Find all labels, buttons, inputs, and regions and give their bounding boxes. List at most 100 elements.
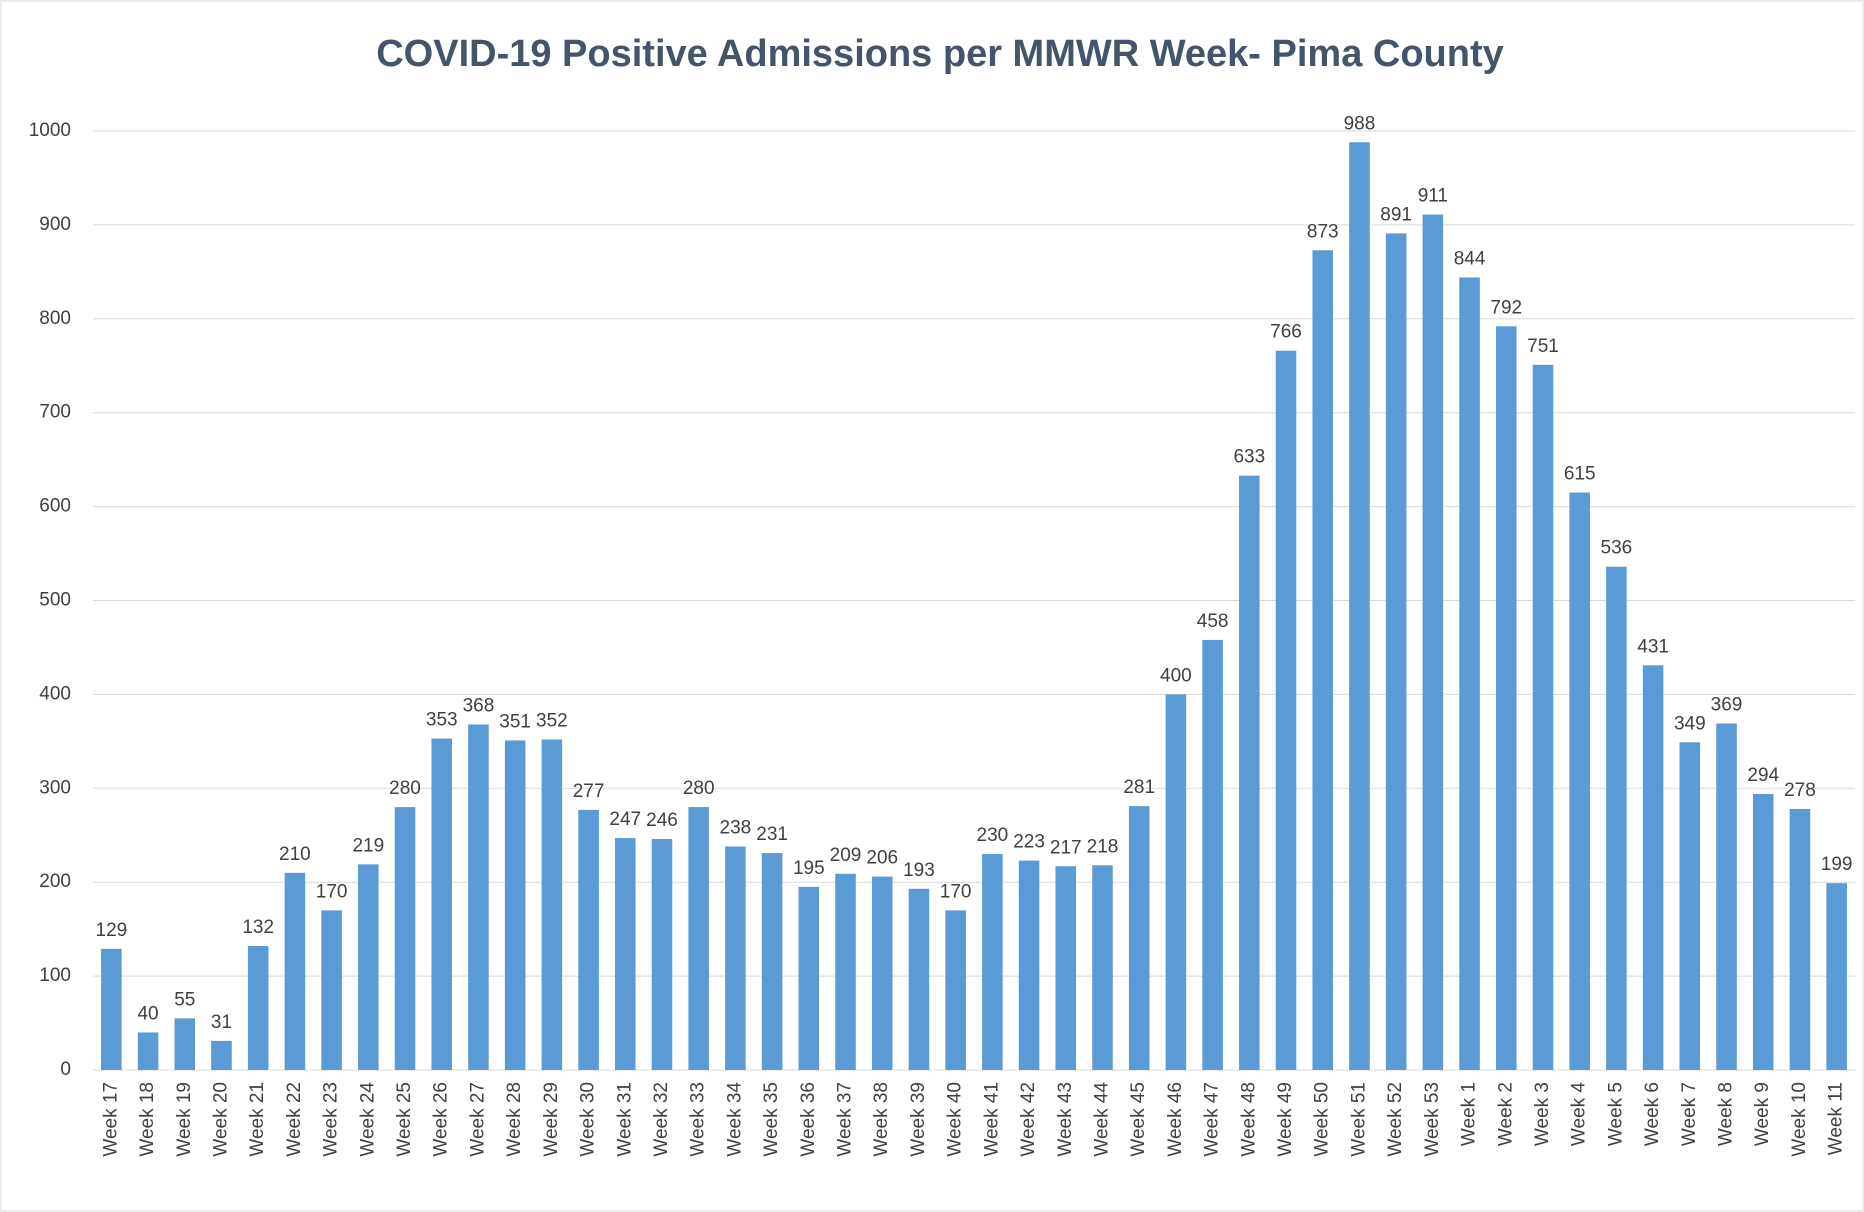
x-tick-label: Week 52 <box>1385 1082 1406 1157</box>
bar <box>725 846 746 1070</box>
bar <box>1349 142 1370 1070</box>
x-tick-label: Week 38 <box>871 1082 892 1157</box>
x-tick-label: Week 22 <box>284 1082 305 1157</box>
bar <box>247 946 269 1070</box>
x-tick-label: Week 27 <box>467 1082 488 1157</box>
y-tick-label: 600 <box>39 496 71 517</box>
bar <box>1312 250 1334 1071</box>
x-tick-label: Week 45 <box>1128 1082 1149 1157</box>
bar <box>358 864 379 1070</box>
y-tick-label: 0 <box>60 1059 71 1080</box>
x-tick-label: Week 37 <box>835 1082 856 1157</box>
y-tick-label: 700 <box>39 402 71 423</box>
data-label: 129 <box>96 920 128 941</box>
x-tick-label: Week 18 <box>137 1082 158 1157</box>
data-label: 219 <box>352 835 384 856</box>
data-label: 911 <box>1418 186 1448 207</box>
x-tick-label: Week 7 <box>1679 1082 1700 1146</box>
data-label: 209 <box>830 845 862 866</box>
bar <box>1239 475 1260 1070</box>
data-label: 349 <box>1674 713 1706 734</box>
bar <box>835 873 856 1070</box>
data-label: 40 <box>137 1003 158 1024</box>
data-label: 353 <box>426 710 458 731</box>
x-tick-label: Week 23 <box>321 1082 342 1157</box>
data-label: 766 <box>1270 322 1302 343</box>
y-tick-label: 800 <box>39 308 71 329</box>
y-tick-label: 900 <box>39 214 71 235</box>
bar <box>321 910 342 1070</box>
bar <box>101 948 122 1070</box>
data-label: 431 <box>1637 636 1669 657</box>
y-tick-label: 400 <box>39 683 71 704</box>
x-tick-label: Week 40 <box>945 1082 966 1157</box>
data-label: 844 <box>1454 248 1486 269</box>
y-tick-label: 200 <box>39 871 71 892</box>
bar <box>394 807 416 1070</box>
x-tick-label: Week 42 <box>1018 1082 1039 1157</box>
y-tick-label: 300 <box>39 777 71 798</box>
data-label: 170 <box>940 881 972 902</box>
x-tick-label: Week 50 <box>1312 1082 1333 1157</box>
data-label: 400 <box>1160 665 1192 686</box>
bar <box>688 807 709 1070</box>
x-tick-label: Week 41 <box>981 1082 1002 1157</box>
x-tick-label: Week 47 <box>1202 1082 1223 1157</box>
bar <box>1532 364 1554 1070</box>
x-tick-label: Week 4 <box>1569 1082 1590 1147</box>
x-tick-label: Week 32 <box>651 1082 672 1157</box>
data-label: 294 <box>1747 765 1779 786</box>
data-label: 792 <box>1490 297 1522 318</box>
data-label: 352 <box>536 710 568 731</box>
data-label: 223 <box>1013 832 1045 853</box>
data-label: 217 <box>1050 837 1082 858</box>
bar <box>1275 350 1297 1070</box>
data-label: 238 <box>720 818 752 839</box>
data-label: 280 <box>389 778 421 799</box>
x-tick-label: Week 39 <box>908 1082 929 1157</box>
x-tick-label: Week 29 <box>541 1082 562 1157</box>
x-tick-label: Week 46 <box>1165 1082 1186 1157</box>
x-tick-label: Week 30 <box>578 1082 599 1157</box>
data-label: 170 <box>316 881 348 902</box>
bar <box>504 740 526 1070</box>
x-tick-label: Week 3 <box>1532 1082 1553 1146</box>
data-label: 193 <box>903 860 935 881</box>
bar <box>1018 860 1040 1070</box>
bar <box>1092 865 1113 1070</box>
data-label: 278 <box>1784 780 1816 801</box>
data-label: 633 <box>1233 447 1265 468</box>
data-label: 277 <box>573 781 605 802</box>
bar <box>468 724 489 1070</box>
bar <box>1495 326 1517 1070</box>
bar <box>1642 665 1664 1070</box>
x-tick-label: Week 43 <box>1055 1082 1076 1157</box>
bar <box>578 809 599 1070</box>
bar <box>211 1040 232 1070</box>
bar <box>1569 492 1590 1070</box>
chart-title: COVID-19 Positive Admissions per MMWR We… <box>376 33 1504 75</box>
x-tick-label: Week 49 <box>1275 1082 1296 1157</box>
x-tick-label: Week 53 <box>1422 1082 1443 1157</box>
x-tick-label: Week 20 <box>210 1082 231 1157</box>
x-tick-label: Week 21 <box>247 1082 268 1157</box>
x-tick-label: Week 19 <box>174 1082 195 1157</box>
x-tick-label: Week 11 <box>1826 1082 1847 1155</box>
data-label: 873 <box>1307 221 1339 242</box>
bar <box>174 1018 196 1070</box>
bar <box>284 872 306 1070</box>
data-label: 458 <box>1197 611 1229 632</box>
data-label: 369 <box>1711 695 1743 716</box>
x-tick-label: Week 36 <box>798 1082 819 1157</box>
bar <box>541 739 563 1070</box>
data-label: 246 <box>646 810 678 831</box>
bar <box>1752 793 1774 1070</box>
bar <box>945 910 966 1070</box>
x-tick-label: Week 44 <box>1091 1082 1112 1157</box>
x-tick-label: Week 25 <box>394 1082 415 1157</box>
y-tick-label: 100 <box>39 965 71 986</box>
x-tick-label: Week 31 <box>614 1082 635 1157</box>
bar <box>137 1032 159 1070</box>
x-tick-label: Week 8 <box>1716 1082 1737 1146</box>
